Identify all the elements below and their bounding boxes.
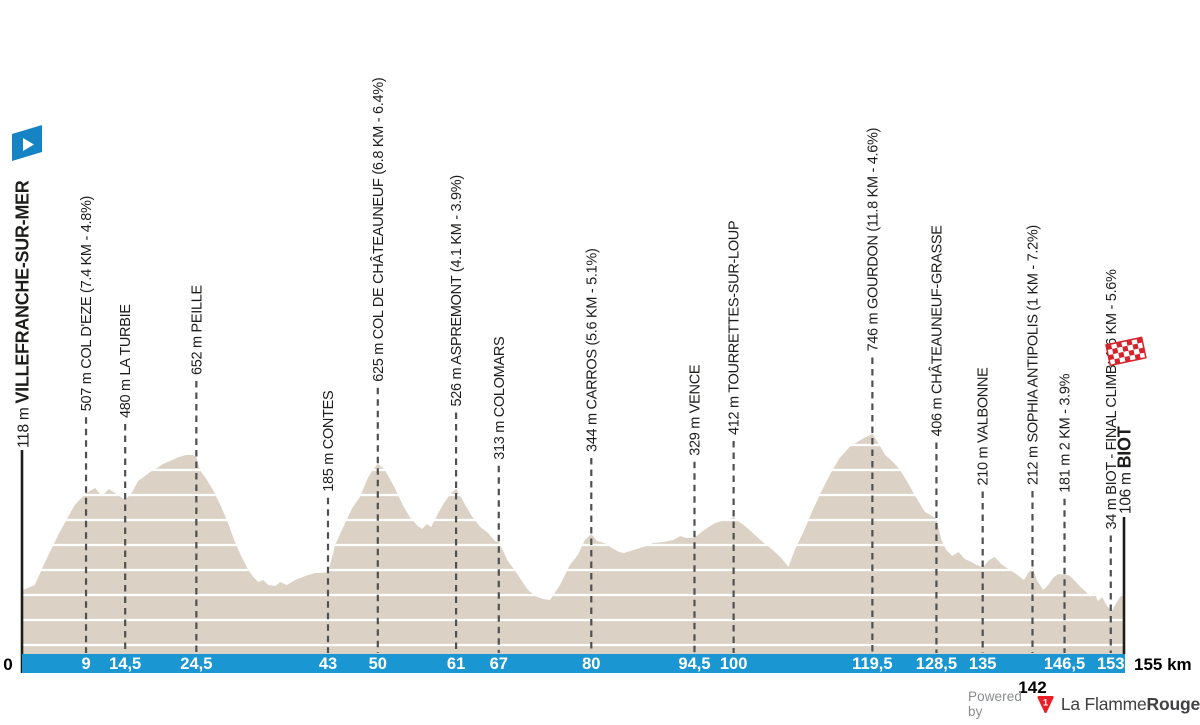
km-tick-945: 94,5 [678,655,710,673]
checker-cell [1107,349,1114,356]
km-tick-9: 9 [81,655,90,673]
checker-cell [1109,359,1116,366]
checker-cell [1127,344,1134,351]
km-tick-155km: 155 km [1134,655,1192,674]
checker-cell [1123,350,1130,358]
waypoint-label: 746 m GOURDON (11.8 KM - 4.6%) [865,128,881,352]
checker-cell [1106,343,1113,351]
brand-text: La FlammeRouge [1061,694,1200,715]
km-tick-142: 142 [1018,678,1046,697]
checker-cell [1116,341,1123,348]
checker-cell [1128,349,1135,356]
waypoint-label: 652 m PEILLE [189,284,205,375]
brand-bold: Rouge [1146,693,1200,714]
footer-branding: Powered by 1 La FlammeRouge [968,689,1200,719]
checker-cell [1118,351,1125,359]
waypoint-label: 212 m SOPHIA ANTIPOLIS (1 KM - 7.2%) [1025,225,1041,485]
km-tick-145: 14,5 [109,655,141,673]
checker-cell [1139,352,1146,359]
logo-number: 1 [1043,696,1048,707]
km-tick-67: 67 [490,655,508,673]
distance-bar-rect [22,654,1125,673]
start-flag-icon [12,125,42,161]
checker-cell [1108,354,1115,361]
checker-cell [1132,343,1139,350]
powered-by-text: Powered by [968,689,1022,719]
waypoint-label: 526 m ASPREMONT (4.1 KM - 3.9%) [449,175,465,406]
checker-cell [1117,346,1124,354]
waypoint-label: 412 m TOURRETTES-SUR-LOUP [727,221,743,435]
finish-label: 106 m BIOT [1115,426,1135,514]
waypoint-label: 185 m CONTES [321,391,337,492]
waypoint-label: 344 m CARROS (5.6 KM - 5.1%) [584,248,600,452]
checker-cell [1121,340,1128,347]
km-tick-80: 80 [582,655,600,673]
km-tick-153: 153 [1097,655,1125,673]
waypoint-label: 181 m 2 KM - 3.9% [1058,373,1074,492]
waypoint-label: 210 m VALBONNE [976,367,992,486]
km-tick-0: 0 [3,655,12,674]
km-tick-100: 100 [720,655,748,673]
checker-cell [1138,347,1145,354]
checker-cell [1134,353,1141,360]
laflammerouge-logo-icon: 1 [1037,695,1054,713]
checker-cell [1112,347,1119,355]
checker-cell [1136,337,1143,344]
checker-cell [1114,358,1121,365]
elevation-area [22,433,1125,655]
km-tick-135: 135 [969,655,997,673]
start-finish-lines [20,450,1126,673]
km-tick-labels: 0 9 14,5 24,5 43 50 61 67 80 94,5 100 119,5 128,5 135… [3,655,1191,697]
start-label: 118 m VILLEFRANCHE-SUR-MER [13,180,33,448]
km-tick-245: 24,5 [180,655,212,673]
waypoint-label: 313 m COLOMARS [492,337,508,460]
km-tick-1465: 146,5 [1044,655,1085,673]
waypoint-label: 625 m COL DE CHÂTEAUNEUF (6.8 KM - 6.4%) [370,78,387,382]
waypoint-label: 406 m CHÂTEAUNEUF-GRASSE [928,225,945,437]
km-tick-1285: 128,5 [916,655,957,673]
waypoint-label: 34 m BIOT - FINAL CLIMB: 1.6 KM - 5.6% [1104,269,1120,530]
checker-cell [1119,357,1126,364]
checker-cell [1126,339,1133,346]
km-tick-50: 50 [369,655,387,673]
waypoint-label: 507 m COL D'EZE (7.4 KM - 4.8%) [79,196,95,411]
checker-cell [1111,342,1118,350]
distance-bar [22,654,1125,673]
checker-cell [1131,338,1138,345]
waypoint-label: 329 m VENCE [687,364,703,456]
checker-cell [1113,353,1120,360]
checker-cell [1129,354,1136,362]
finish-checkered-flag-icon [1105,336,1147,367]
km-tick-61: 61 [447,655,465,673]
checker-border [1105,336,1147,367]
waypoint-labels: 507 m COL D'EZE (7.4 KM - 4.8%) 480 m LA … [13,78,1135,530]
km-tick-43: 43 [319,655,337,673]
checker-cell [1124,355,1131,363]
km-tick-1195: 119,5 [852,655,892,673]
waypoint-label: 480 m LA TURBIE [118,304,134,418]
waypoint-dashed-lines [84,357,1112,653]
brand-regular: La Flamme [1060,693,1147,714]
checker-cell [1122,345,1129,352]
checker-cell [1133,348,1140,355]
checker-cell [1137,342,1144,349]
